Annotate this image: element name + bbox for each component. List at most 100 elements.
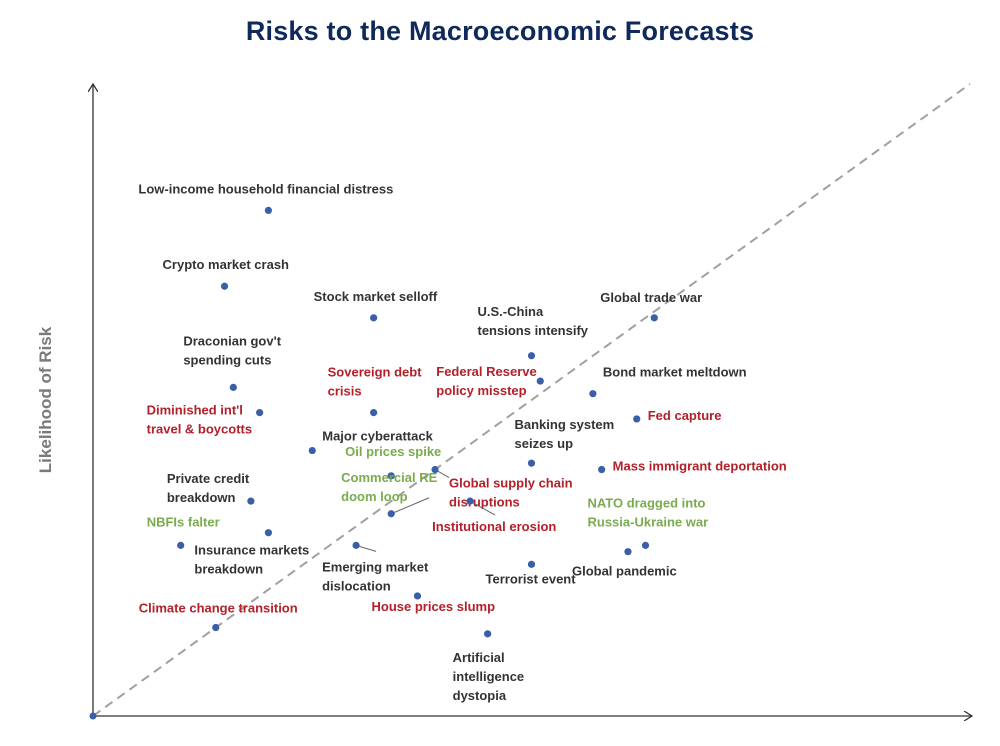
risk-label-line: spending cuts (183, 352, 271, 367)
risk-label-line: Banking system (515, 417, 615, 432)
risk-label-line: Private credit (167, 471, 250, 486)
risk-label: Private credit breakdown (167, 471, 250, 505)
risk-label-line: Mass immigrant deportation (613, 459, 787, 474)
risk-label: Diminished int'l travel & boycotts (147, 403, 252, 437)
risk-label: Emerging market dislocation (322, 559, 429, 593)
risk-label-line: crisis (328, 384, 362, 399)
risk-label: Fed capture (648, 408, 722, 423)
risk-label-line: Major cyberattack (322, 429, 433, 444)
risk-point (177, 541, 185, 549)
risk-point (527, 459, 536, 467)
risk-label-line: Global supply chain (449, 476, 573, 491)
risk-point (527, 352, 536, 360)
risk-label-line: Institutional erosion (432, 519, 556, 534)
risk-point (650, 314, 658, 322)
risk-label: NBFIs falter (147, 514, 220, 529)
risk-point (370, 409, 378, 417)
risk-label: Artificial intelligence dystopia (453, 650, 525, 703)
risk-point (598, 465, 606, 474)
risk-label-line: Commercial RE (341, 470, 437, 485)
risk-point (387, 472, 395, 480)
risk-point (212, 623, 220, 632)
risk-point (387, 510, 395, 518)
risk-label-line: seizes up (515, 436, 574, 451)
risk-label-line: Global trade war (600, 290, 702, 305)
leader-line (469, 500, 496, 516)
risk-label: Major cyberattack (322, 429, 433, 444)
risk-label-line: dystopia (453, 688, 507, 703)
risk-label-line: Fed capture (648, 408, 722, 423)
risk-point (247, 497, 255, 505)
risk-point (431, 465, 439, 474)
risk-label: Banking system seizes up (515, 417, 615, 451)
risk-label-line: NBFIs falter (147, 514, 220, 529)
risk-label-line: breakdown (194, 562, 263, 577)
risk-point (633, 415, 641, 423)
risk-label: Crypto market crash (163, 257, 289, 272)
risk-point (352, 541, 360, 549)
risk-label: Insurance markets breakdown (194, 543, 309, 577)
risk-label-line: Federal Reserve (436, 364, 536, 379)
risk-point (624, 548, 632, 556)
risk-point (641, 541, 650, 549)
risk-label: Global pandemic (572, 564, 677, 579)
risk-label-line: Crypto market crash (163, 257, 289, 272)
risk-label-line: Stock market selloff (314, 289, 438, 304)
risk-point (370, 314, 378, 322)
reference-diagonal-line (92, 83, 971, 717)
risk-label-line: Low-income household financial distress (138, 181, 393, 196)
risk-label-line: breakdown (167, 490, 236, 505)
risk-label: Institutional erosion (432, 519, 556, 534)
risk-point (220, 282, 229, 290)
risk-label: Federal Reserve policy misstep (436, 364, 536, 398)
risk-label-line: U.S.-China (478, 304, 544, 319)
risk-label-line: Russia-Ukraine war (588, 514, 709, 529)
risk-label: NATO dragged into Russia-Ukraine war (588, 495, 709, 529)
risk-label: Climate change transition (139, 601, 298, 616)
risk-label-line: Terrorist event (486, 571, 577, 586)
risk-label: U.S.-China tensions intensify (478, 304, 589, 338)
risk-label-line: Diminished int'l (147, 403, 243, 418)
risk-point (256, 409, 264, 417)
risk-point (229, 383, 237, 391)
risk-label: Sovereign debt crisis (328, 365, 423, 399)
risk-point (466, 497, 474, 505)
risk-label-line: doom loop (341, 489, 407, 504)
risk-label-line: Artificial (453, 650, 505, 665)
risk-label-line: tensions intensify (478, 323, 589, 338)
risk-label: Low-income household financial distress (138, 181, 393, 196)
leader-line (390, 497, 430, 515)
risk-label-line: Oil prices spike (345, 444, 441, 459)
risk-label-line: intelligence (453, 669, 525, 684)
risk-label: Mass immigrant deportation (613, 459, 787, 474)
chart-title: Risks to the Macroeconomic Forecasts (245, 16, 755, 46)
risk-label: Draconian gov't spending cuts (183, 333, 281, 367)
risk-label: Commercial RE doom loop (341, 470, 437, 504)
risk-label: House prices slump (371, 599, 495, 614)
risk-label-line: Insurance markets (194, 543, 309, 558)
risk-point (536, 377, 544, 385)
origin-point (89, 712, 97, 720)
risk-label-line: policy misstep (436, 383, 526, 398)
risk-label-line: Sovereign debt (328, 365, 423, 380)
risk-label-line: travel & boycotts (147, 422, 252, 437)
risk-label-line: Bond market meltdown (603, 365, 747, 380)
risk-label: Global supply chain disruptions (449, 476, 573, 510)
risk-label-line: House prices slump (371, 599, 495, 614)
risk-point (413, 592, 422, 600)
risk-label: Oil prices spike (345, 444, 441, 459)
risk-label: Terrorist event (486, 571, 577, 586)
risk-label: Bond market meltdown (603, 365, 747, 380)
risk-point (264, 206, 272, 214)
risk-label-line: disruptions (449, 495, 520, 510)
risk-label-line: NATO dragged into (588, 495, 706, 510)
risk-label-line: dislocation (322, 578, 391, 593)
risk-point (527, 560, 536, 568)
risk-label: Global trade war (600, 290, 702, 305)
risk-point (264, 529, 272, 537)
risk-label-line: Draconian gov't (183, 333, 281, 348)
risk-point (589, 390, 597, 398)
risk-point (484, 630, 492, 638)
risk-label-line: Emerging market (322, 559, 429, 574)
